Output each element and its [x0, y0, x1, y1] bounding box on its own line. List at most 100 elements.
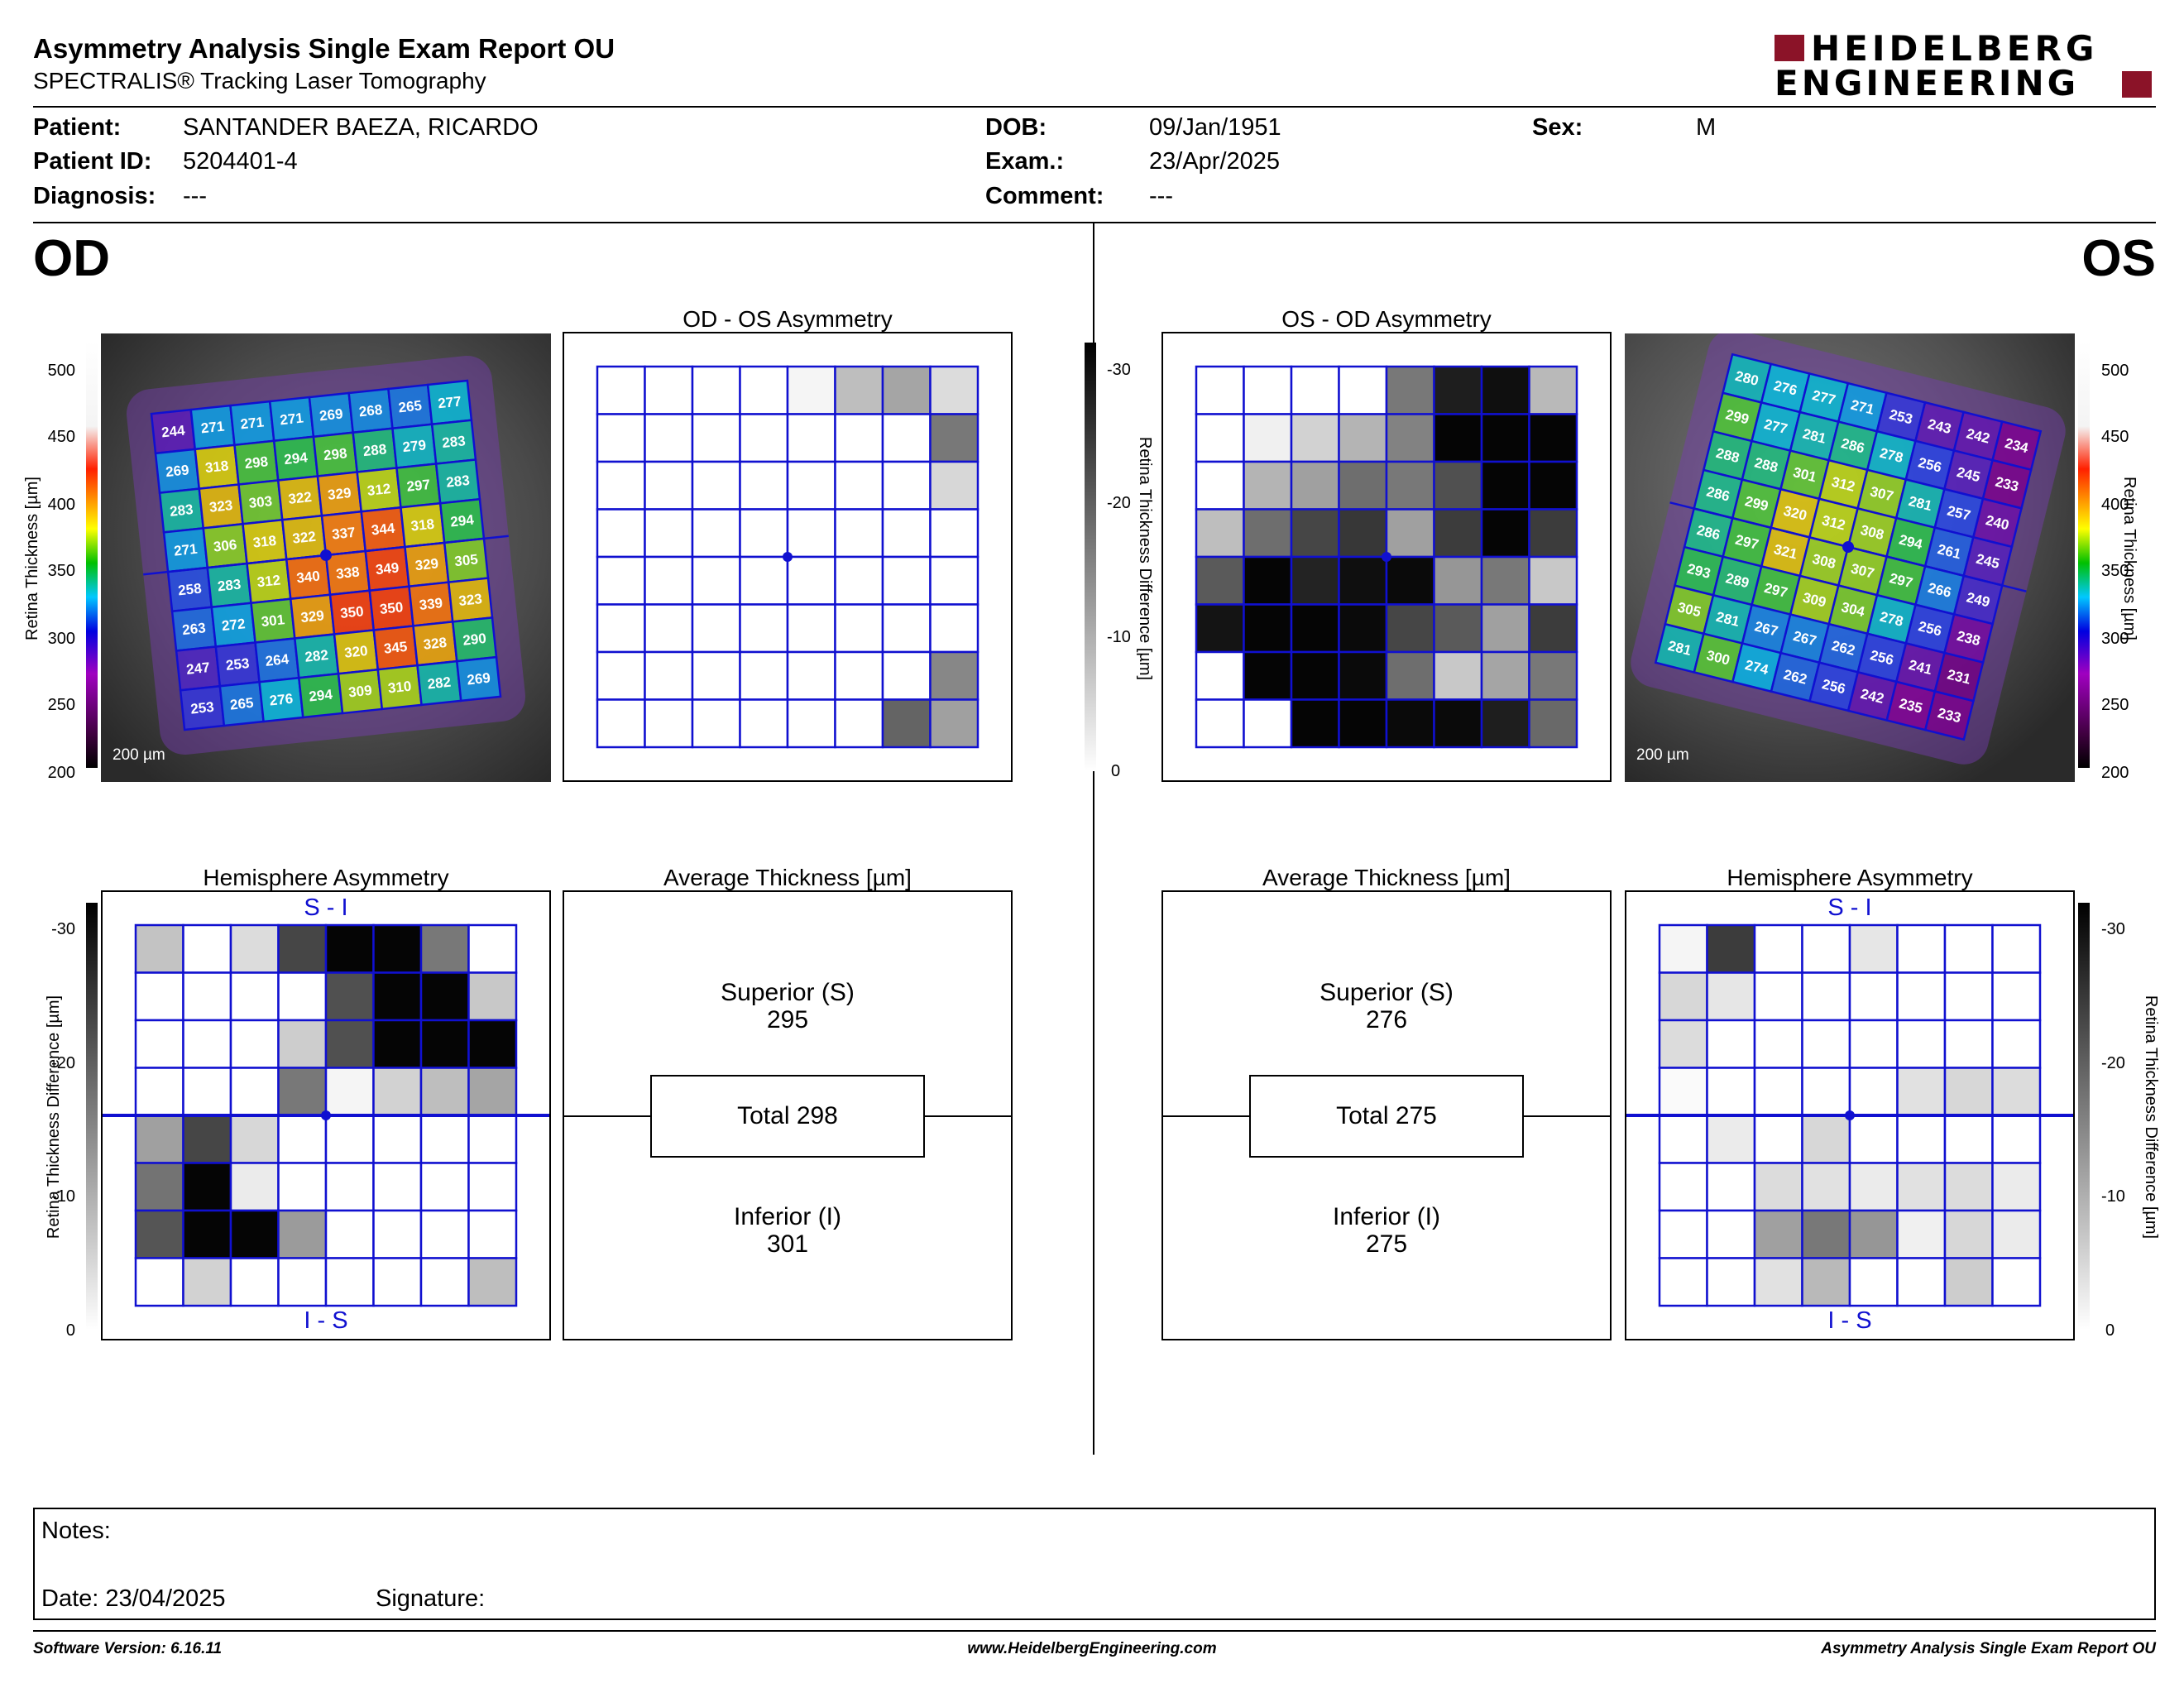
- os-od-asymmetry-cell: [1528, 365, 1578, 415]
- os-hemisphere-cell: [1943, 971, 1994, 1022]
- os-od-asymmetry-cell: [1195, 508, 1245, 559]
- os-od-asymmetry-cell: [1195, 365, 1245, 415]
- os-od-asymmetry-cell: [1433, 555, 1483, 606]
- tick-neg30: -30: [1107, 361, 1131, 379]
- os-hemisphere-cell: [1658, 1019, 1708, 1069]
- os-hemisphere-cell: [1943, 1114, 1994, 1164]
- os-od-asymmetry-cell: [1243, 365, 1293, 415]
- od-hemisphere-cell: [229, 1162, 280, 1212]
- od-hemisphere-cell: [324, 923, 375, 974]
- od-os-asymmetry-cell: [786, 508, 836, 559]
- tick-450: 450: [47, 428, 75, 446]
- od-os-asymmetry-cell: [929, 413, 979, 463]
- od-os-asymmetry-cell: [691, 698, 741, 749]
- od-os-asymmetry-cell: [881, 650, 932, 701]
- os-od-asymmetry-cell: [1433, 603, 1483, 654]
- tick-neg10: -10: [2101, 1187, 2125, 1206]
- os-hemisphere-cell: [1848, 971, 1899, 1022]
- od-hemisphere-title: Hemisphere Asymmetry: [203, 865, 449, 890]
- od-hemisphere-cell: [134, 971, 184, 1022]
- os-hemisphere-cell: [1753, 1067, 1803, 1117]
- patient-divider: [33, 222, 2156, 223]
- os-od-asymmetry-cell: [1290, 508, 1340, 559]
- od-map-value: 323: [458, 591, 483, 609]
- os-hemisphere-cell: [1753, 1257, 1803, 1307]
- os-hemisphere-cell: [1896, 1067, 1947, 1117]
- od-os-asymmetry-cell: [786, 650, 836, 701]
- exam-date: 23/Apr/2025: [1149, 148, 1281, 175]
- os-od-asymmetry-cell: [1480, 413, 1530, 463]
- od-os-asymmetry-cell: [881, 698, 932, 749]
- od-os-asymmetry-svg: [596, 365, 979, 749]
- os-od-asymmetry-cell: [1338, 698, 1388, 749]
- od-map-value: 271: [173, 541, 198, 559]
- od-hemisphere-cell: [182, 1019, 232, 1069]
- os-od-asymmetry-cell: [1290, 365, 1340, 415]
- od-hemisphere-cell: [372, 1209, 423, 1259]
- od-hemisphere-cell: [324, 1067, 375, 1117]
- os-od-asymmetry-cell: [1243, 413, 1293, 463]
- od-map-value: 318: [252, 533, 277, 551]
- od-map-value: 258: [177, 580, 202, 598]
- od-map-value: 269: [165, 462, 189, 480]
- difference-colorbar: [86, 903, 98, 1330]
- od-map-value: 294: [449, 512, 475, 530]
- sex-label: Sex:: [1532, 114, 1583, 141]
- od-hemisphere-cell: [467, 1162, 518, 1212]
- od-os-asymmetry-cell: [596, 460, 646, 511]
- os-od-asymmetry-cell: [1385, 650, 1435, 701]
- tick-neg20: -20: [51, 1054, 75, 1072]
- od-os-asymmetry-cell: [881, 413, 932, 463]
- os-hemisphere-cell: [1848, 1209, 1899, 1259]
- od-hemisphere-cell: [419, 1257, 470, 1307]
- os-od-asymmetry-cell: [1290, 650, 1340, 701]
- os-hemisphere-cell: [1753, 971, 1803, 1022]
- logo-text-top: HEIDELBERG: [1811, 28, 2099, 69]
- od-map-value: 271: [240, 415, 265, 433]
- difference-axis-label: Retina Thickness Difference [µm]: [45, 995, 64, 1240]
- od-map-value: 294: [283, 449, 309, 468]
- od-os-asymmetry-cell: [739, 460, 789, 511]
- os-od-asymmetry-cell: [1385, 508, 1435, 559]
- os-hemisphere-cell: [1991, 1257, 2042, 1307]
- od-os-asymmetry-cell: [929, 508, 979, 559]
- header-divider: [33, 106, 2156, 108]
- od-hemisphere-panel: S - I I - S: [101, 890, 551, 1340]
- os-od-asymmetry-cell: [1290, 460, 1340, 511]
- od-hemisphere-cell: [324, 1209, 375, 1259]
- os-od-asymmetry-cell: [1528, 555, 1578, 606]
- os-od-asymmetry-cell: [1385, 603, 1435, 654]
- od-fundus-thickness-map: 244 271 271 271 269 268 265 277 269 318 298 294 298 2…: [101, 333, 551, 782]
- os-od-asymmetry-cell: [1195, 603, 1245, 654]
- od-os-asymmetry-cell: [644, 650, 694, 701]
- os-hemisphere-cell: [1658, 1067, 1708, 1117]
- od-hemisphere-cell: [467, 971, 518, 1022]
- difference-axis-label: Retina Thickness Difference [µm]: [1136, 436, 1155, 681]
- od-os-asymmetry-cell: [596, 413, 646, 463]
- tick-200: 200: [2101, 764, 2129, 782]
- od-map-value: 298: [244, 453, 269, 472]
- od-hemisphere-cell: [419, 923, 470, 974]
- od-inferior-label: Inferior (I): [733, 1203, 842, 1230]
- dob-value: 09/Jan/1951: [1149, 114, 1281, 141]
- os-od-asymmetry-cell: [1385, 413, 1435, 463]
- od-os-asymmetry-cell: [929, 698, 979, 749]
- od-os-asymmetry-cell: [596, 365, 646, 415]
- od-map-value: 337: [331, 525, 356, 543]
- tick-350: 350: [2101, 562, 2129, 580]
- os-map-cell: [1923, 690, 1975, 741]
- os-inferior-value: 275: [1365, 1230, 1408, 1258]
- os-hemisphere-cell: [1943, 923, 1994, 974]
- od-map-value: 268: [358, 401, 383, 420]
- os-hemisphere-cell: [1943, 1162, 1994, 1212]
- od-average-panel: Superior (S) 295 Total 298 Inferior (I) …: [563, 890, 1013, 1340]
- od-hemisphere-cell: [134, 1114, 184, 1164]
- os-hemisphere-cell: [1801, 923, 1851, 974]
- tick-200: 200: [47, 764, 75, 782]
- tick-neg30: -30: [2101, 920, 2125, 938]
- os-od-asymmetry-cell: [1338, 365, 1388, 415]
- od-hemisphere-cell: [182, 923, 232, 974]
- os-od-asymmetry-cell: [1338, 460, 1388, 511]
- od-hemisphere-cell: [372, 971, 423, 1022]
- od-os-asymmetry-cell: [786, 698, 836, 749]
